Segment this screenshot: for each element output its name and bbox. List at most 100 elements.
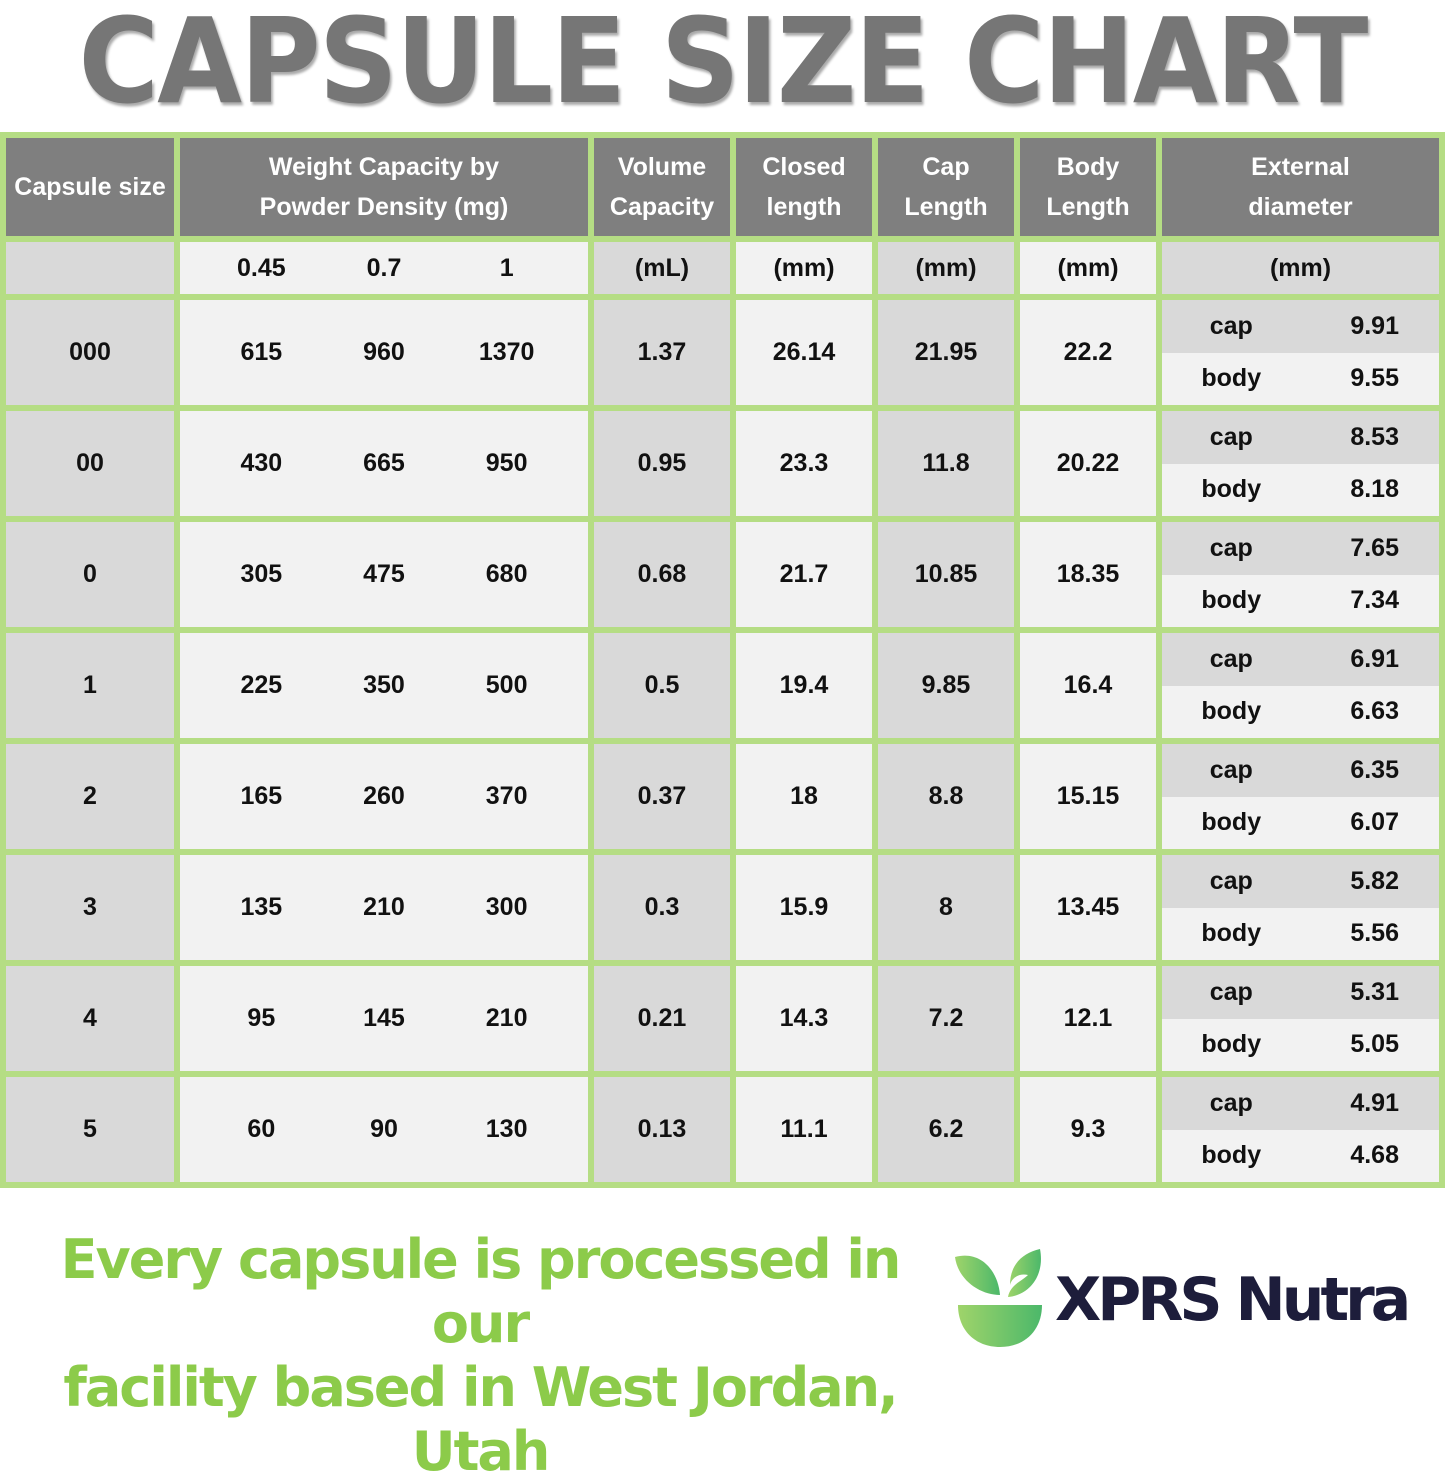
cap-length-cell: 11.8 <box>878 411 1014 516</box>
header-body-length: Body Length <box>1020 138 1156 236</box>
diameter-part-label: cap <box>1209 533 1253 562</box>
leaf-bowl-logo-icon <box>955 1249 1042 1347</box>
capsule-size-cell: 4 <box>6 966 174 1071</box>
closed-length-cell: 26.14 <box>736 300 872 405</box>
diameter-part-label: body <box>1201 1030 1262 1059</box>
diameter-part-label: cap <box>1209 311 1253 340</box>
closed-length-cell: 14.3 <box>736 966 872 1071</box>
capsule-size-cell: 5 <box>6 1077 174 1182</box>
diameter-part-label: body <box>1201 475 1262 504</box>
body-length-cell: 12.1 <box>1020 966 1156 1071</box>
volume-cell: 0.21 <box>594 966 730 1071</box>
cap-length-cell: 21.95 <box>878 300 1014 405</box>
weight-capacity-cell: 135 210 300 <box>180 855 588 960</box>
diameter-part-label: body <box>1201 808 1262 837</box>
diameter-body-row: body 4.68 <box>1162 1129 1439 1182</box>
density-label: 0.45 <box>236 253 286 282</box>
density-label: 0.7 <box>366 253 402 282</box>
header-external-diameter: External diameter <box>1162 138 1439 236</box>
weight-capacity-cell: 225 350 500 <box>180 633 588 738</box>
diameter-part-label: cap <box>1209 422 1253 451</box>
diameter-body-row: body 9.55 <box>1162 352 1439 405</box>
subheader-closed-unit: (mm) <box>736 242 872 294</box>
footer-line-1: Every capsule is processed in our <box>60 1228 902 1355</box>
diameter-cap-row: cap 4.91 <box>1162 1077 1439 1130</box>
diameter-value: 5.05 <box>1350 1030 1399 1059</box>
subheader-empty <box>6 242 174 294</box>
diameter-value: 8.18 <box>1350 475 1399 504</box>
external-diameter-cell: cap 4.91 body 4.68 <box>1162 1077 1439 1182</box>
weight-value: 300 <box>485 893 528 921</box>
weight-value: 1370 <box>478 338 535 366</box>
volume-cell: 0.95 <box>594 411 730 516</box>
volume-cell: 0.68 <box>594 522 730 627</box>
subheader-cap-unit: (mm) <box>878 242 1014 294</box>
volume-cell: 0.3 <box>594 855 730 960</box>
diameter-value: 6.07 <box>1350 808 1399 837</box>
volume-cell: 0.5 <box>594 633 730 738</box>
closed-length-cell: 18 <box>736 744 872 849</box>
header-volume: Volume Capacity <box>594 138 730 236</box>
weight-value: 165 <box>240 782 283 810</box>
diameter-value: 9.55 <box>1350 364 1399 393</box>
weight-value: 615 <box>240 338 283 366</box>
diameter-part-label: body <box>1201 364 1262 393</box>
header-closed-length: Closed length <box>736 138 872 236</box>
subheader-diameter-unit: (mm) <box>1162 242 1439 294</box>
external-diameter-cell: cap 9.91 body 9.55 <box>1162 300 1439 405</box>
weight-capacity-cell: 615 960 1370 <box>180 300 588 405</box>
diameter-body-row: body 8.18 <box>1162 463 1439 516</box>
subheader-volume-unit: (mL) <box>594 242 730 294</box>
diameter-part-label: cap <box>1209 977 1253 1006</box>
weight-value: 95 <box>247 1004 276 1032</box>
weight-value: 960 <box>363 338 405 366</box>
external-diameter-cell: cap 6.35 body 6.07 <box>1162 744 1439 849</box>
cap-length-cell: 8 <box>878 855 1014 960</box>
density-label: 1 <box>499 253 514 282</box>
subheader-body-unit: (mm) <box>1020 242 1156 294</box>
page-title: CAPSULE SIZE CHART <box>78 0 1368 130</box>
cap-length-cell: 8.8 <box>878 744 1014 849</box>
diameter-body-row: body 6.63 <box>1162 685 1439 738</box>
weight-value: 680 <box>485 560 528 588</box>
weight-value: 145 <box>363 1004 405 1032</box>
weight-value: 305 <box>240 560 283 588</box>
diameter-part-label: cap <box>1209 755 1253 784</box>
diameter-body-row: body 5.56 <box>1162 907 1439 960</box>
weight-capacity-cell: 305 475 680 <box>180 522 588 627</box>
capsule-size-cell: 3 <box>6 855 174 960</box>
weight-value: 210 <box>363 893 405 921</box>
subheader-densities: 0.45 0.7 1 <box>180 242 588 294</box>
external-diameter-cell: cap 7.65 body 7.34 <box>1162 522 1439 627</box>
diameter-value: 7.65 <box>1350 533 1399 562</box>
cap-length-cell: 6.2 <box>878 1077 1014 1182</box>
external-diameter-cell: cap 5.82 body 5.56 <box>1162 855 1439 960</box>
weight-value: 135 <box>240 893 283 921</box>
external-diameter-cell: cap 5.31 body 5.05 <box>1162 966 1439 1071</box>
diameter-value: 6.35 <box>1350 755 1399 784</box>
external-diameter-cell: cap 8.53 body 8.18 <box>1162 411 1439 516</box>
diameter-value: 5.82 <box>1350 866 1399 895</box>
weight-value: 500 <box>485 671 528 699</box>
diameter-cap-row: cap 6.91 <box>1162 633 1439 686</box>
capsule-size-table: Capsule size Weight Capacity by Powder D… <box>0 132 1445 1188</box>
weight-value: 370 <box>485 782 528 810</box>
diameter-value: 5.31 <box>1350 977 1399 1006</box>
weight-capacity-cell: 60 90 130 <box>180 1077 588 1182</box>
diameter-part-label: body <box>1201 919 1262 948</box>
footer-line-2: facility based in West Jordan, Utah <box>63 1356 898 1483</box>
external-diameter-cell: cap 6.91 body 6.63 <box>1162 633 1439 738</box>
cap-length-cell: 9.85 <box>878 633 1014 738</box>
diameter-part-label: cap <box>1209 1088 1253 1117</box>
diameter-value: 6.63 <box>1350 697 1399 726</box>
diameter-body-row: body 6.07 <box>1162 796 1439 849</box>
diameter-cap-row: cap 5.82 <box>1162 855 1439 908</box>
weight-value: 210 <box>485 1004 528 1032</box>
cap-length-cell: 10.85 <box>878 522 1014 627</box>
volume-cell: 0.37 <box>594 744 730 849</box>
closed-length-cell: 19.4 <box>736 633 872 738</box>
weight-value: 90 <box>370 1115 398 1143</box>
diameter-value: 8.53 <box>1350 422 1399 451</box>
closed-length-cell: 11.1 <box>736 1077 872 1182</box>
diameter-value: 7.34 <box>1350 586 1399 615</box>
